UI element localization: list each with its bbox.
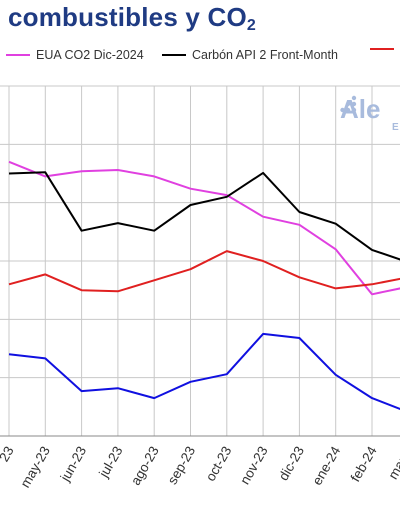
x-tick-label: oct-23 [203, 444, 235, 484]
legend-label: Carbón API 2 Front-Month [192, 48, 338, 62]
grid [0, 85, 400, 437]
series-line-2 [8, 171, 400, 261]
legend-item [370, 48, 400, 50]
x-tick-label: sep-23 [165, 444, 199, 487]
x-tick-label: jun-23 [57, 444, 89, 485]
series-line-1 [8, 160, 400, 296]
series-lines [8, 160, 400, 410]
series-line-3 [8, 250, 400, 293]
x-tick-label: mar-2 [385, 444, 400, 482]
x-tick-label: feb-24 [348, 443, 380, 484]
legend-swatch [162, 54, 186, 56]
legend-item: Carbón API 2 Front-Month [162, 48, 338, 62]
x-tick-label: dic-23 [276, 444, 307, 483]
x-tick-label: 23 [0, 444, 17, 465]
x-tick-label: may-23 [17, 444, 52, 490]
logo-dots-icon [340, 95, 357, 113]
legend-label: EUA CO2 Dic-2024 [36, 48, 144, 62]
chart-title: combustibles y CO2 [8, 2, 257, 34]
x-tick-label: ene-24 [309, 443, 343, 487]
watermark-sub: E [392, 122, 399, 133]
x-tick-label: ago-23 [128, 444, 162, 488]
legend-swatch [6, 54, 30, 56]
watermark-logo: Ale E [340, 94, 399, 133]
x-tick-label: nov-23 [237, 444, 271, 487]
legend-item: EUA CO2 Dic-2024 [6, 48, 144, 62]
x-tick-labels: 23 may-23 jun-23 jul-23 ago-23 sep-23 oct-23 no… [0, 443, 400, 490]
legend-swatch [370, 48, 394, 50]
series-line-4 [8, 332, 400, 410]
legend: EUA CO2 Dic-2024 Carbón API 2 Front-Month [0, 48, 400, 66]
x-tick-label: jul-23 [96, 444, 126, 481]
